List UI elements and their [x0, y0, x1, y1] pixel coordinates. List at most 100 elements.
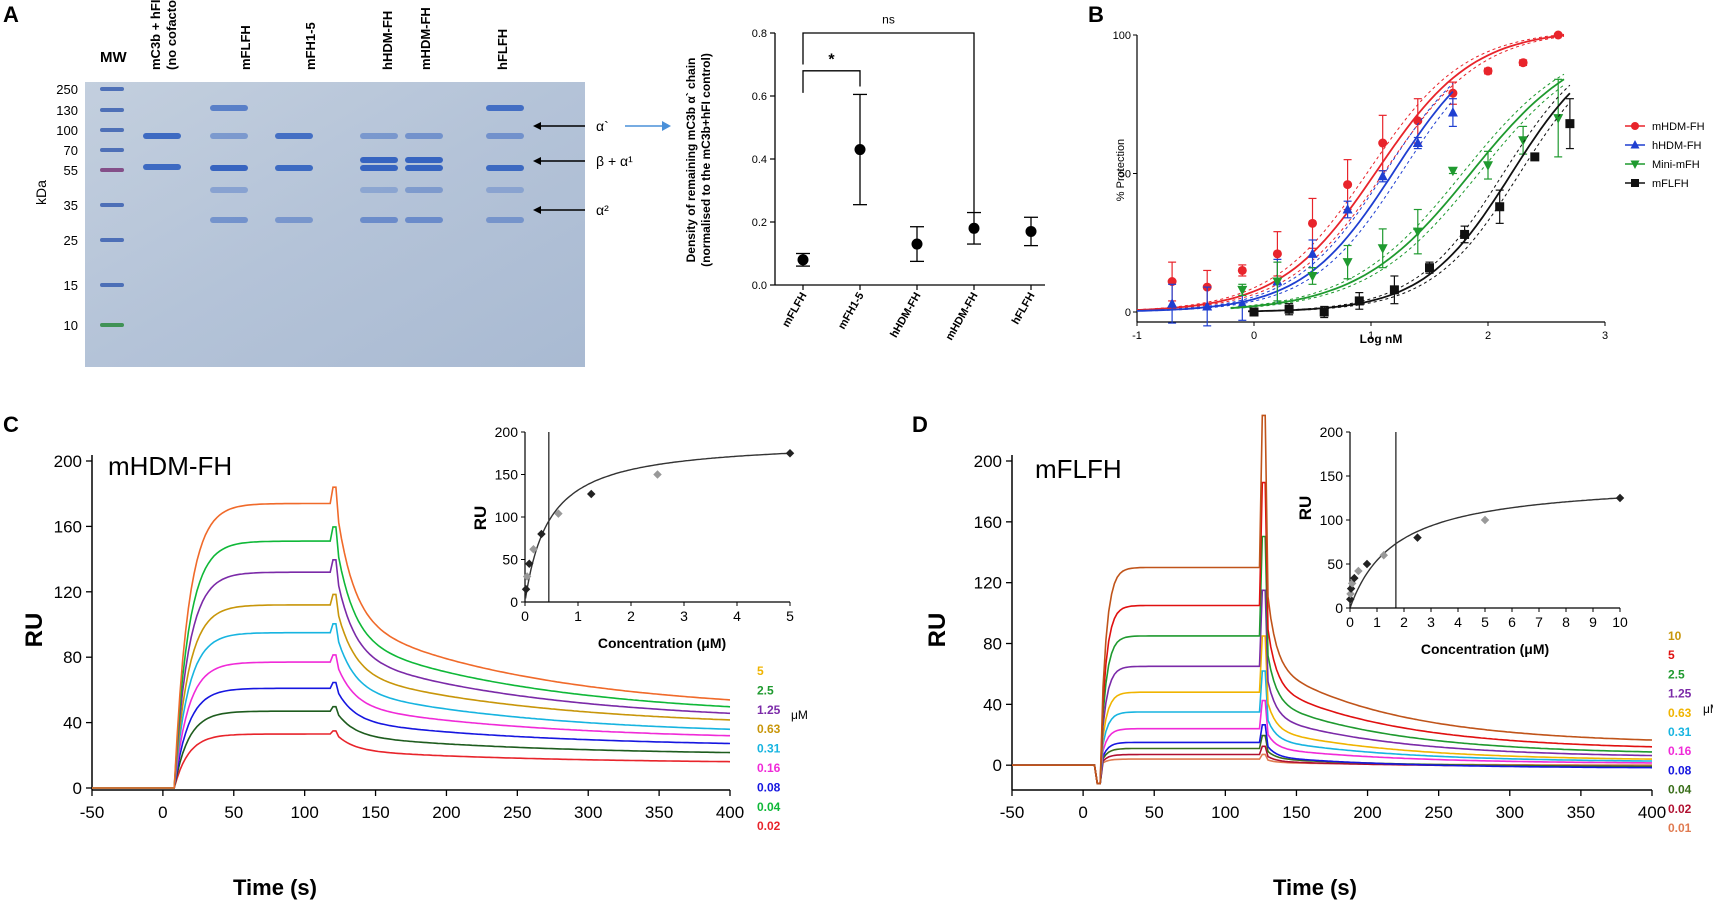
protection-point	[1460, 229, 1470, 239]
protection-fit-ci	[1230, 84, 1565, 310]
panel-letter-b: B	[1088, 2, 1104, 27]
gel-band	[360, 187, 398, 193]
inset-x-tick-label: 3	[680, 608, 688, 624]
density-y-tick-label: 0.4	[752, 154, 767, 166]
panel-letter-c: C	[3, 412, 19, 437]
inset-x-tick-label: 4	[1454, 614, 1462, 630]
inset-y-tick-label: 0	[1335, 600, 1343, 616]
inset-point	[1346, 589, 1355, 599]
protection-fit-ci	[1230, 73, 1565, 308]
gel-lane-label: mC3b + hFI	[148, 0, 163, 70]
density-y-tick-label: 0.8	[752, 28, 767, 40]
protection-fit-curve	[1248, 92, 1571, 313]
gel-band	[486, 187, 524, 193]
sensorgram-c-unit: μM	[791, 708, 808, 722]
inset-y-tick-label: 200	[495, 424, 519, 440]
gel-band-arrows: α` β + α¹ α²	[533, 118, 671, 218]
concentration-label: 5	[1668, 648, 1675, 662]
beta-arrowhead	[533, 157, 541, 165]
inset-c-xlabel: Concentration (μM)	[598, 635, 726, 651]
inset-y-tick-label: 50	[1327, 556, 1343, 572]
protection-xlabel: Log nM	[1360, 332, 1403, 346]
protection-x-tick-label: 3	[1602, 330, 1608, 342]
protection-point	[1412, 227, 1423, 238]
gel-band	[486, 217, 524, 223]
inset-point	[529, 545, 538, 554]
sensorgram-x-tick-label: 50	[1145, 803, 1164, 822]
gel-band	[210, 165, 248, 171]
sensorgram-curve	[1012, 481, 1653, 785]
inset-x-tick-label: 0	[1346, 614, 1354, 630]
gel-marker-label: 100	[56, 123, 78, 138]
gel-band	[360, 133, 398, 139]
density-ylabel-line2: (normalised to the mC3b+hFI control)	[699, 53, 713, 267]
sensorgram-c-xlabel: Time (s)	[233, 875, 317, 900]
gel-band	[275, 133, 313, 139]
inset-x-tick-label: 1	[1373, 614, 1381, 630]
density-point	[797, 254, 809, 266]
inset-fit-curve	[1349, 497, 1619, 608]
inset-x-tick-label: 0	[521, 608, 529, 624]
sensorgram-y-tick-label: 80	[983, 635, 1002, 654]
sensorgram-curve	[1012, 414, 1653, 785]
concentration-label: 0.02	[1668, 802, 1692, 816]
inset-point	[1362, 559, 1372, 569]
protection-point	[1518, 58, 1528, 68]
sensorgram-x-tick-label: 100	[290, 803, 318, 822]
protection-fit-ci	[1136, 33, 1565, 311]
sensorgram-curve	[92, 623, 731, 789]
gel-lane-labels: mC3b + hFI (no cofactor) mFLFH mFH1-5 hH…	[148, 0, 510, 70]
protection-ylabel: % Protection	[1115, 139, 1127, 201]
sensorgram-curve	[92, 593, 731, 789]
gel-mw-label: MW	[100, 49, 127, 66]
gel-band	[360, 217, 398, 223]
sensorgram-curve	[92, 705, 731, 789]
sensorgram-curve	[92, 526, 731, 789]
concentration-label: 0.31	[757, 742, 781, 756]
band-label-beta-alpha1: β + α¹	[596, 153, 633, 169]
sensorgram-y-tick-label: 120	[54, 583, 82, 602]
protection-point	[1319, 307, 1329, 317]
gel-marker-label: 15	[64, 278, 78, 293]
sensorgram-x-tick-label: 250	[503, 803, 531, 822]
sensorgram-curve	[1012, 635, 1652, 785]
inset-d-ylabel: RU	[1296, 496, 1315, 521]
inset-y-tick-label: 50	[502, 552, 518, 568]
sensorgram-curve	[1012, 589, 1653, 785]
protection-fit-ci	[1248, 84, 1571, 312]
significance-bracket	[802, 70, 861, 93]
concentration-label: 0.16	[757, 761, 781, 775]
sensorgram-x-tick-label: 300	[1496, 803, 1524, 822]
inset-point	[1354, 566, 1363, 576]
protection-point	[1483, 161, 1493, 171]
sensorgram-x-tick-label: 150	[1282, 803, 1310, 822]
sensorgram-curve	[92, 559, 731, 789]
density-y-tick-label: 0.6	[752, 91, 767, 103]
inset-x-tick-label: 2	[627, 608, 635, 624]
protection-point	[1237, 285, 1248, 296]
sensorgram-x-tick-label: 350	[645, 803, 673, 822]
ladder-band	[100, 283, 124, 287]
protection-point	[1425, 263, 1434, 273]
protection-fit-ci	[1136, 35, 1565, 311]
sensorgram-y-tick-label: 40	[63, 714, 82, 733]
sensorgram-x-tick-label: 250	[1424, 803, 1452, 822]
gel-marker-label: 35	[64, 198, 78, 213]
gel-band	[275, 217, 313, 223]
sensorgram-y-tick-label: 40	[983, 695, 1002, 714]
panel-a-density-chart: Density of remaining mC3b α` chain (norm…	[684, 13, 1045, 343]
significance-ns: ns	[882, 13, 895, 27]
sensorgram-y-tick-label: 200	[54, 452, 82, 471]
protection-point	[1272, 249, 1282, 259]
sensorgram-x-tick-label: 200	[1353, 803, 1381, 822]
density-x-tick-label: mFLFH	[780, 290, 809, 329]
protection-y-tick-label: 50	[1119, 169, 1131, 181]
sensorgram-d-xlabel: Time (s)	[1273, 875, 1357, 900]
alpha2-arrowhead	[533, 206, 541, 214]
panel-d-inset-chart: RU Concentration (μM) 0 50 100 150 200 0 1 2 3 4 5…	[1296, 424, 1628, 657]
protection-point	[1389, 285, 1399, 295]
sensorgram-x-tick-label: 300	[574, 803, 602, 822]
concentration-label: 1.25	[757, 703, 781, 717]
